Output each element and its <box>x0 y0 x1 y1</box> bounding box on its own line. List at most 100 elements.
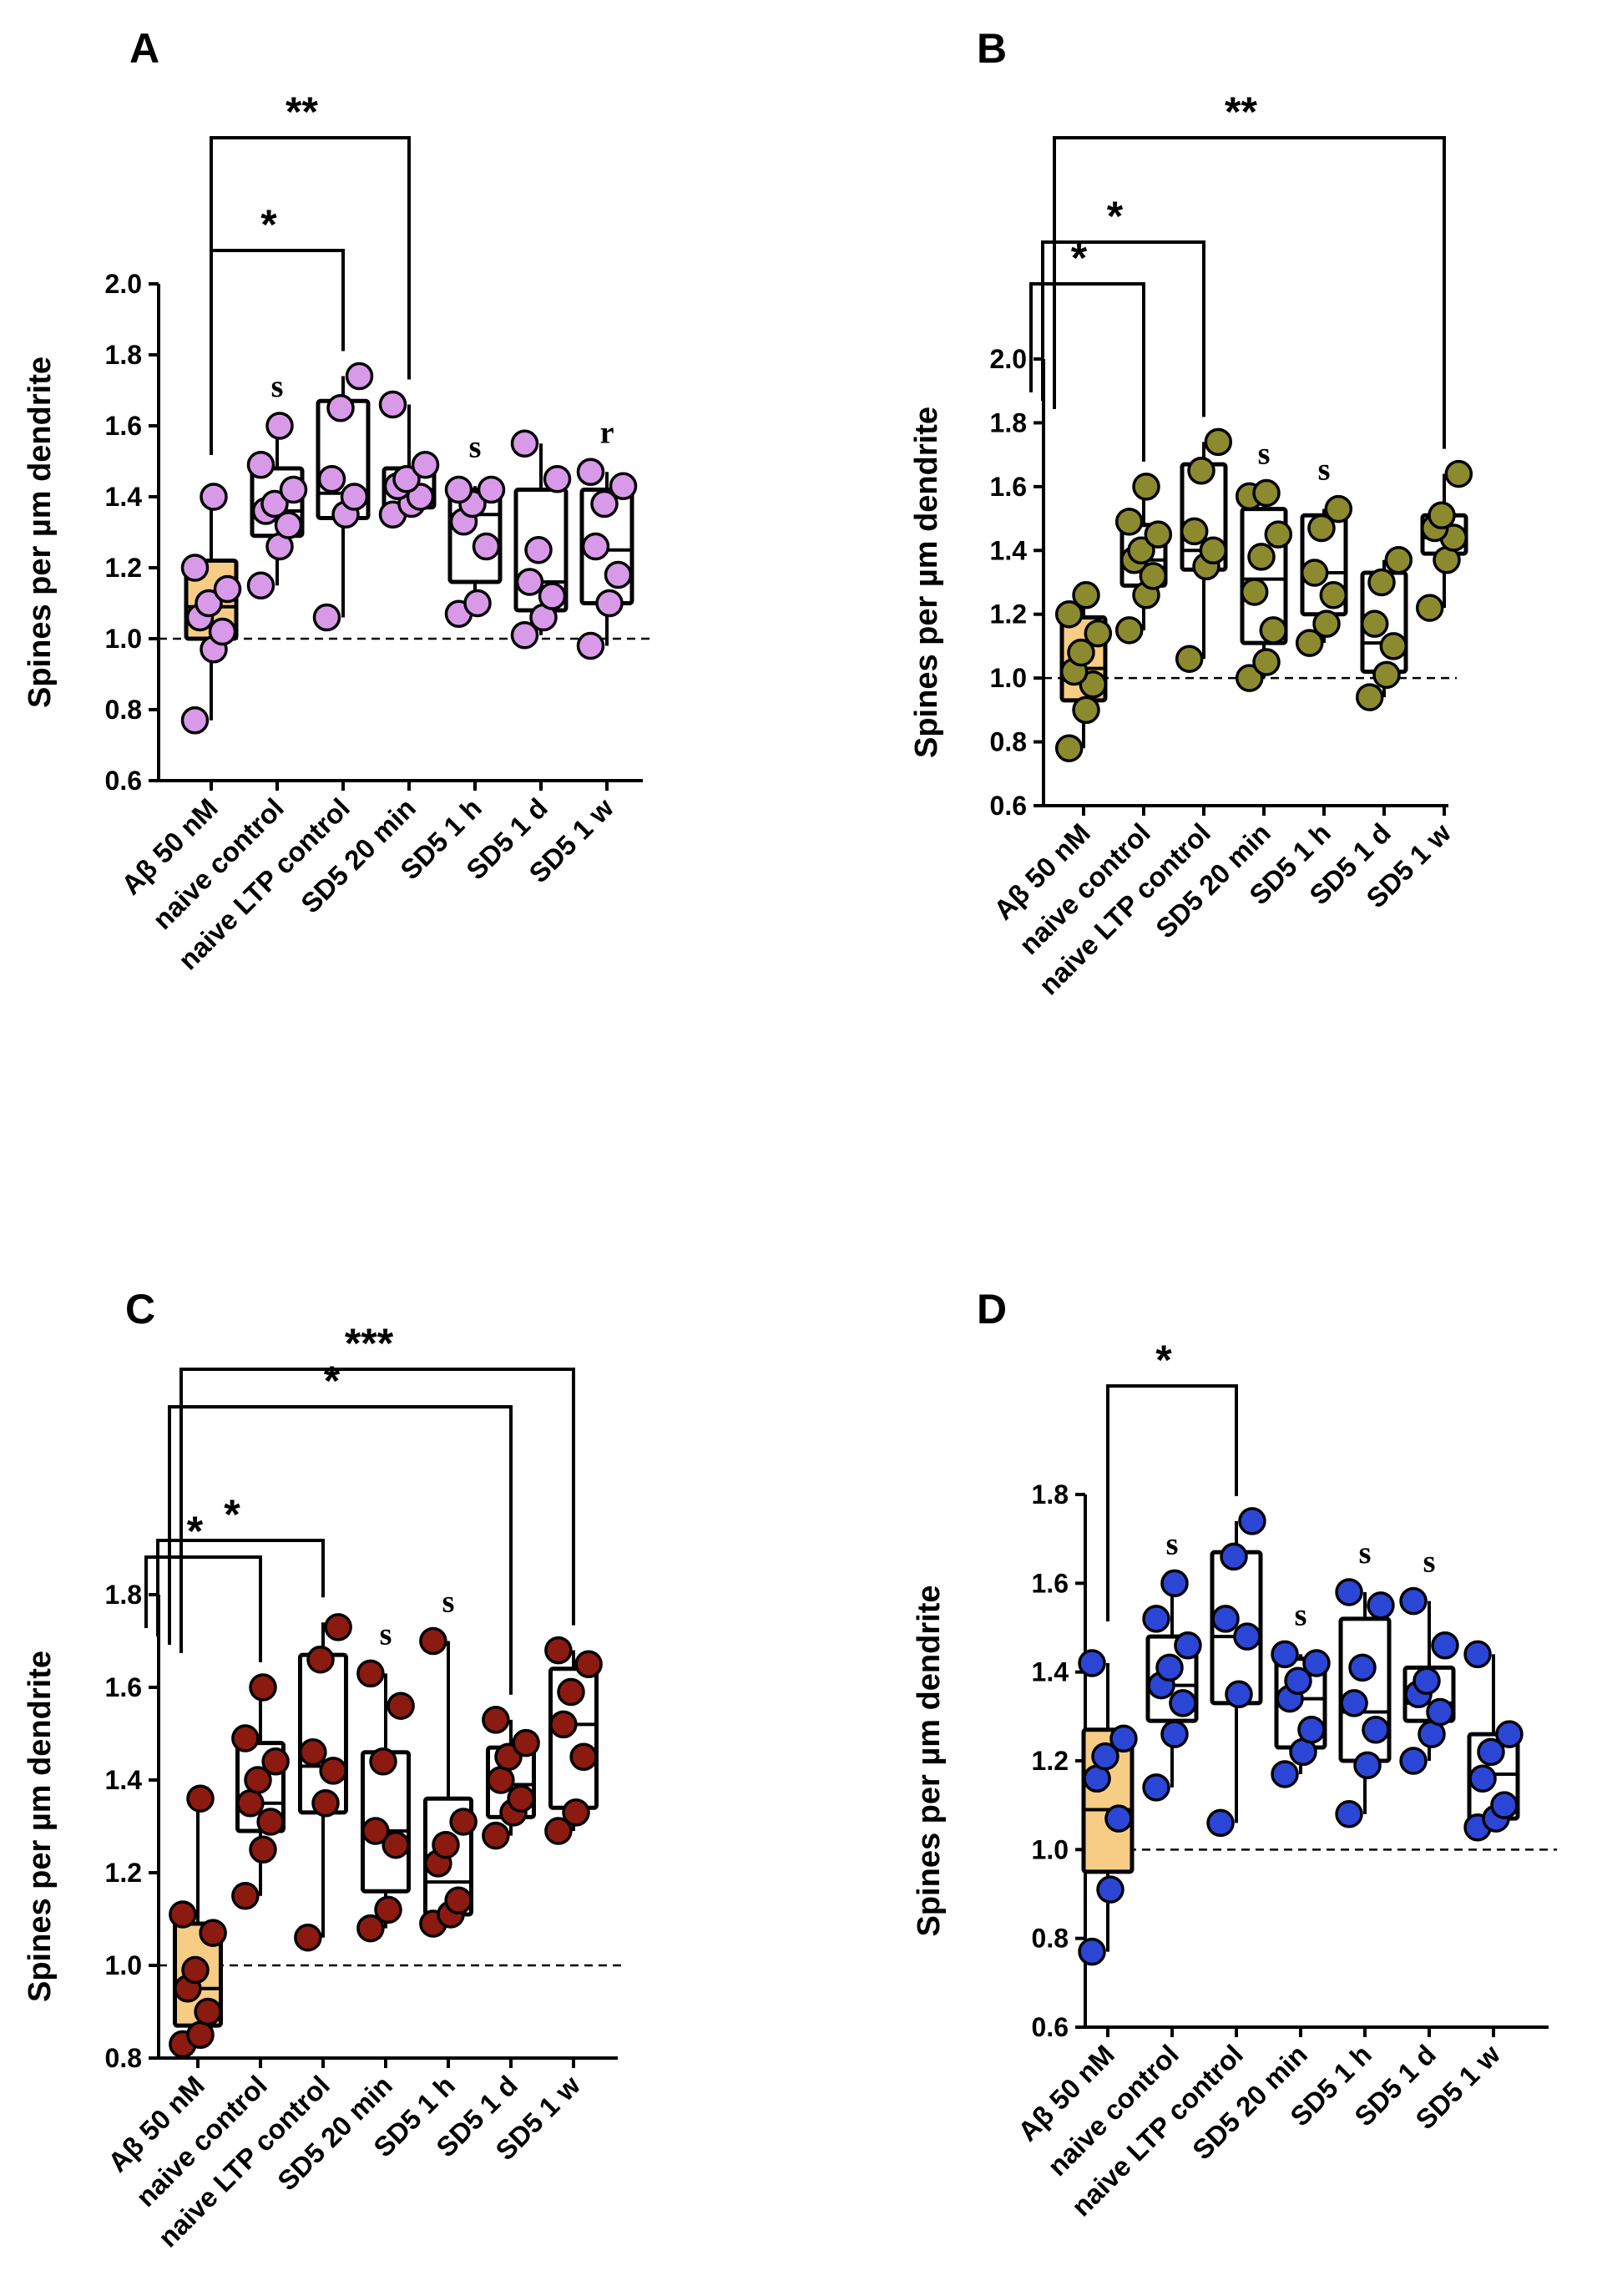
data-point <box>1495 1720 1524 1748</box>
data-point <box>1415 594 1444 622</box>
data-point <box>186 2020 215 2049</box>
data-point <box>1468 1764 1497 1793</box>
bracket-line <box>210 136 411 455</box>
data-point <box>1199 536 1228 565</box>
data-point <box>1054 734 1084 762</box>
significance-letter: s <box>1295 1597 1307 1632</box>
y-axis-label: Spines per µm dendrite <box>23 357 58 708</box>
data-point <box>1490 1791 1519 1819</box>
data-point <box>1477 1737 1505 1767</box>
data-point <box>1335 1578 1363 1606</box>
data-point <box>1384 546 1413 574</box>
data-point <box>549 1710 578 1739</box>
data-point <box>1444 459 1473 488</box>
data-point <box>472 532 501 561</box>
data-point <box>1078 1937 1106 1966</box>
data-point <box>169 1900 197 1929</box>
significance-letter: s <box>1258 437 1271 472</box>
data-point <box>1399 1747 1428 1775</box>
y-axis-label: Spines per µm dendrite <box>909 407 944 758</box>
bracket-line <box>144 1555 262 1662</box>
data-point <box>482 1706 510 1734</box>
significance-bracket: ** <box>1053 89 1446 449</box>
significance-letter: s <box>1423 1545 1436 1580</box>
data-point <box>1340 1689 1368 1717</box>
y-tick-label: 1.8 <box>1032 1479 1069 1510</box>
box-1: Aβ 50 nM <box>115 483 242 901</box>
data-point <box>181 1955 210 1985</box>
data-point <box>392 465 421 493</box>
significance-bracket: * <box>1106 1337 1238 1622</box>
significance-bracket: ** <box>210 89 411 455</box>
y-tick-label: 0.8 <box>1032 1924 1069 1954</box>
bracket-stars: * <box>224 1491 240 1538</box>
bracket-line <box>1106 1384 1238 1622</box>
data-point <box>1204 427 1233 457</box>
panel-c: C 0.8 1.0 1.2 1.4 1.6 1.8 Spines per µm dendrit… <box>23 1286 626 2253</box>
data-point <box>200 483 228 511</box>
data-point <box>317 465 346 493</box>
data-point <box>1353 1751 1382 1780</box>
data-point <box>1297 1716 1326 1744</box>
data-point <box>515 568 544 596</box>
y-tick-label: 1.0 <box>105 624 142 654</box>
bracket-stars: * <box>260 201 277 248</box>
data-point <box>487 1766 515 1794</box>
data-point <box>1079 670 1108 699</box>
data-point <box>557 1677 585 1707</box>
data-point <box>609 472 638 500</box>
data-point <box>1142 1773 1170 1802</box>
significance-letter: r <box>600 415 614 450</box>
y-tick-label: 0.8 <box>990 727 1027 757</box>
bracket-stars: * <box>1155 1337 1172 1383</box>
panel-d: D 0.6 0.8 1.0 1.2 1.4 1.6 1.8 Spines per µm dend… <box>912 1286 1557 2223</box>
bracket-line <box>1041 240 1205 417</box>
data-point <box>1247 543 1276 571</box>
y-tick-label: 1.8 <box>105 1580 142 1610</box>
data-point <box>419 1626 447 1656</box>
data-point <box>1362 1716 1390 1744</box>
data-point <box>1211 1605 1240 1633</box>
data-point <box>604 560 633 589</box>
y-tick-label: 0.6 <box>105 766 142 796</box>
y-tick-label: 1.0 <box>105 1950 142 1980</box>
bracket-line <box>179 1368 575 1653</box>
data-point <box>199 1919 227 1947</box>
y-tick-label: 1.2 <box>990 599 1027 630</box>
data-point <box>1367 568 1396 597</box>
data-point <box>374 1895 402 1924</box>
data-point <box>1104 1804 1133 1833</box>
data-point <box>1367 1591 1395 1620</box>
data-point <box>1259 616 1288 645</box>
data-point <box>1225 1680 1253 1708</box>
data-point <box>1160 1720 1189 1748</box>
data-point <box>581 532 610 561</box>
y-tick-label: 1.6 <box>105 411 142 441</box>
y-axis-label: Spines per µm dendrite <box>912 1585 947 1937</box>
significance-bracket: * <box>1029 235 1145 462</box>
y-tick-label: 0.6 <box>990 791 1027 821</box>
significance-letter: s <box>1166 1526 1179 1561</box>
data-point <box>231 1724 260 1752</box>
data-point <box>1144 520 1173 549</box>
bracket-stars: * <box>1107 193 1124 240</box>
data-point <box>1235 664 1264 692</box>
bracket-line <box>1053 136 1446 449</box>
data-point <box>1238 1507 1266 1535</box>
data-point <box>1319 581 1348 609</box>
data-point <box>382 1830 410 1859</box>
data-point <box>186 1784 215 1813</box>
data-point <box>180 554 210 582</box>
data-point <box>1307 513 1336 543</box>
data-point <box>411 451 440 479</box>
data-point <box>1300 559 1329 587</box>
data-point <box>299 1737 327 1767</box>
data-point <box>524 536 553 564</box>
panel-letter: D <box>977 1286 1007 1333</box>
data-point <box>1335 1800 1363 1828</box>
data-point <box>590 489 619 518</box>
data-point <box>236 1789 265 1818</box>
data-point <box>544 1636 573 1665</box>
data-point <box>1220 1542 1248 1571</box>
data-point <box>1127 536 1155 565</box>
